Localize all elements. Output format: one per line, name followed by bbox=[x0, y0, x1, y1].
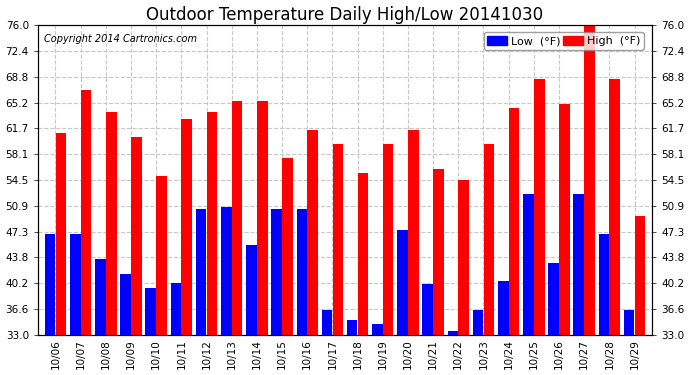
Bar bbox=[120, 273, 131, 335]
Bar bbox=[584, 25, 595, 335]
Bar bbox=[157, 176, 167, 335]
Bar bbox=[473, 309, 484, 335]
Bar bbox=[95, 259, 106, 335]
Bar bbox=[573, 194, 584, 335]
Bar bbox=[232, 101, 242, 335]
Bar bbox=[509, 108, 520, 335]
Bar bbox=[624, 309, 634, 335]
Legend: Low  (°F), High  (°F): Low (°F), High (°F) bbox=[484, 32, 644, 50]
Bar bbox=[609, 79, 620, 335]
Bar bbox=[422, 284, 433, 335]
Bar bbox=[559, 104, 570, 335]
Bar bbox=[282, 158, 293, 335]
Bar bbox=[221, 207, 232, 335]
Bar bbox=[322, 309, 333, 335]
Bar bbox=[523, 194, 533, 335]
Bar bbox=[307, 129, 318, 335]
Bar bbox=[70, 234, 81, 335]
Bar bbox=[146, 288, 156, 335]
Bar bbox=[549, 263, 559, 335]
Bar bbox=[297, 209, 307, 335]
Bar bbox=[181, 119, 192, 335]
Bar bbox=[458, 180, 469, 335]
Bar bbox=[347, 320, 357, 335]
Bar bbox=[599, 234, 609, 335]
Bar bbox=[271, 209, 282, 335]
Bar bbox=[170, 283, 181, 335]
Bar bbox=[333, 144, 343, 335]
Bar bbox=[498, 281, 509, 335]
Bar bbox=[357, 173, 368, 335]
Bar bbox=[206, 111, 217, 335]
Bar bbox=[246, 245, 257, 335]
Bar bbox=[106, 111, 117, 335]
Bar bbox=[534, 79, 544, 335]
Bar bbox=[448, 331, 458, 335]
Bar bbox=[131, 137, 141, 335]
Bar bbox=[383, 144, 393, 335]
Bar bbox=[372, 324, 383, 335]
Bar bbox=[408, 129, 419, 335]
Bar bbox=[257, 101, 268, 335]
Bar bbox=[196, 209, 206, 335]
Bar bbox=[397, 230, 408, 335]
Bar bbox=[635, 216, 645, 335]
Bar bbox=[433, 169, 444, 335]
Bar bbox=[56, 133, 66, 335]
Title: Outdoor Temperature Daily High/Low 20141030: Outdoor Temperature Daily High/Low 20141… bbox=[146, 6, 544, 24]
Bar bbox=[45, 234, 55, 335]
Bar bbox=[484, 144, 494, 335]
Bar bbox=[81, 90, 91, 335]
Text: Copyright 2014 Cartronics.com: Copyright 2014 Cartronics.com bbox=[44, 34, 197, 44]
